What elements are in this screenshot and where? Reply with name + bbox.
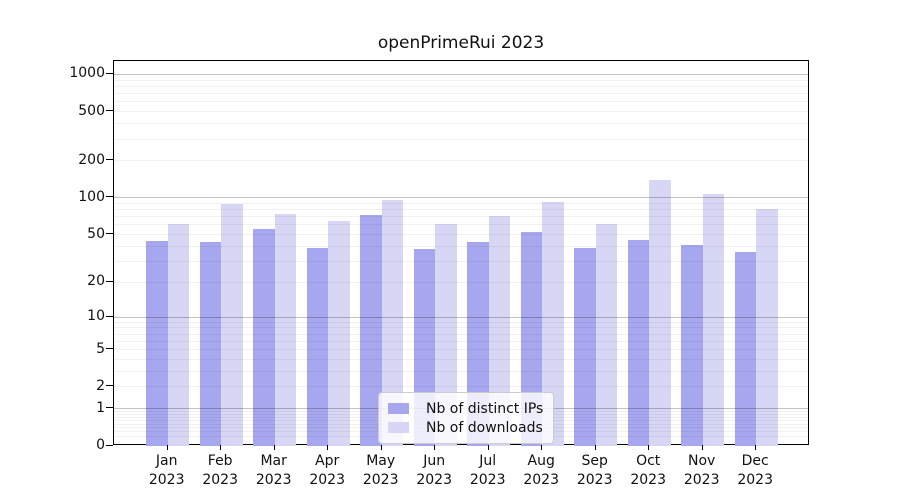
bar-downloads-jul <box>488 215 511 446</box>
x-tick-label-jul: Jul 2023 <box>469 453 506 488</box>
bar-distinct-ips-oct <box>627 240 650 446</box>
bar-downloads-apr <box>328 220 350 446</box>
bar-downloads-aug <box>542 201 564 446</box>
y-tick-label-0: 0 <box>96 437 105 453</box>
bar-distinct-ips-feb <box>199 242 222 446</box>
bar-distinct-ips-jan <box>146 241 168 446</box>
y-tick-label-50: 50 <box>87 225 105 242</box>
bar-distinct-ips-apr <box>306 247 329 446</box>
y-tick-mark-20 <box>106 280 113 282</box>
bar-downloads-sep <box>595 224 618 446</box>
bar-distinct-ips-dec <box>734 251 757 446</box>
y-tick-mark-100 <box>106 196 113 198</box>
y-tick-label-10: 10 <box>87 308 105 325</box>
legend-label-distinct-ips: Nb of distinct IPs <box>426 400 544 417</box>
bar-downloads-nov <box>702 193 725 446</box>
legend-swatch-downloads <box>388 422 409 433</box>
y-tick-mark-10 <box>106 315 113 317</box>
y-tick-label-5: 5 <box>96 340 105 357</box>
x-tick-label-aug: Aug 2023 <box>523 453 559 488</box>
plot-area <box>113 60 809 446</box>
y-tick-mark-2 <box>106 385 113 387</box>
y-tick-label-500: 500 <box>78 102 105 119</box>
chart-title: openPrimeRui 2023 <box>377 33 545 53</box>
x-tick-label-jan: Jan 2023 <box>148 453 185 488</box>
x-tick-label-oct: Oct 2023 <box>630 453 666 488</box>
bar-downloads-oct <box>649 179 671 446</box>
y-tick-label-2: 2 <box>96 377 105 394</box>
y-tick-mark-1 <box>106 407 113 409</box>
bar-distinct-ips-nov <box>681 244 703 446</box>
y-tick-mark-0 <box>106 444 113 446</box>
bar-downloads-mar <box>274 213 297 446</box>
y-tick-mark-500 <box>106 110 113 112</box>
bar-downloads-feb <box>221 203 243 446</box>
x-tick-label-sep: Sep 2023 <box>576 453 613 488</box>
bar-distinct-ips-sep <box>574 247 596 446</box>
y-tick-mark-200 <box>106 159 113 161</box>
bar-downloads-dec <box>756 208 778 446</box>
legend-item-distinct-ips: Nb of distinct IPs <box>388 399 543 418</box>
x-tick-label-mar: Mar 2023 <box>255 453 292 488</box>
x-tick-label-apr: Apr 2023 <box>309 453 345 488</box>
legend-item-downloads: Nb of downloads <box>388 418 543 437</box>
y-tick-mark-1000 <box>106 72 113 74</box>
x-tick-label-jun: Jun 2023 <box>416 453 452 488</box>
x-tick-label-nov: Nov 2023 <box>683 453 720 488</box>
bar-downloads-may <box>381 200 404 446</box>
legend-label-downloads: Nb of downloads <box>426 419 543 436</box>
x-tick-label-dec: Dec 2023 <box>737 453 773 488</box>
x-tick-label-may: May 2023 <box>362 453 399 488</box>
bars-layer <box>114 61 808 446</box>
y-tick-mark-50 <box>106 233 113 234</box>
y-tick-label-200: 200 <box>78 151 105 168</box>
y-tick-label-1: 1 <box>96 399 105 416</box>
x-tick-label-feb: Feb 2023 <box>202 453 238 488</box>
bar-distinct-ips-mar <box>253 229 275 446</box>
legend: Nb of distinct IPs Nb of downloads <box>378 392 555 444</box>
bar-downloads-jan <box>167 224 190 446</box>
y-tick-label-100: 100 <box>78 188 105 205</box>
y-tick-label-1000: 1000 <box>69 65 105 82</box>
y-tick-mark-5 <box>106 348 113 350</box>
bar-downloads-jun <box>435 224 457 446</box>
y-tick-label-20: 20 <box>87 273 105 290</box>
bar-distinct-ips-may <box>360 215 382 446</box>
legend-swatch-distinct-ips <box>388 403 409 414</box>
